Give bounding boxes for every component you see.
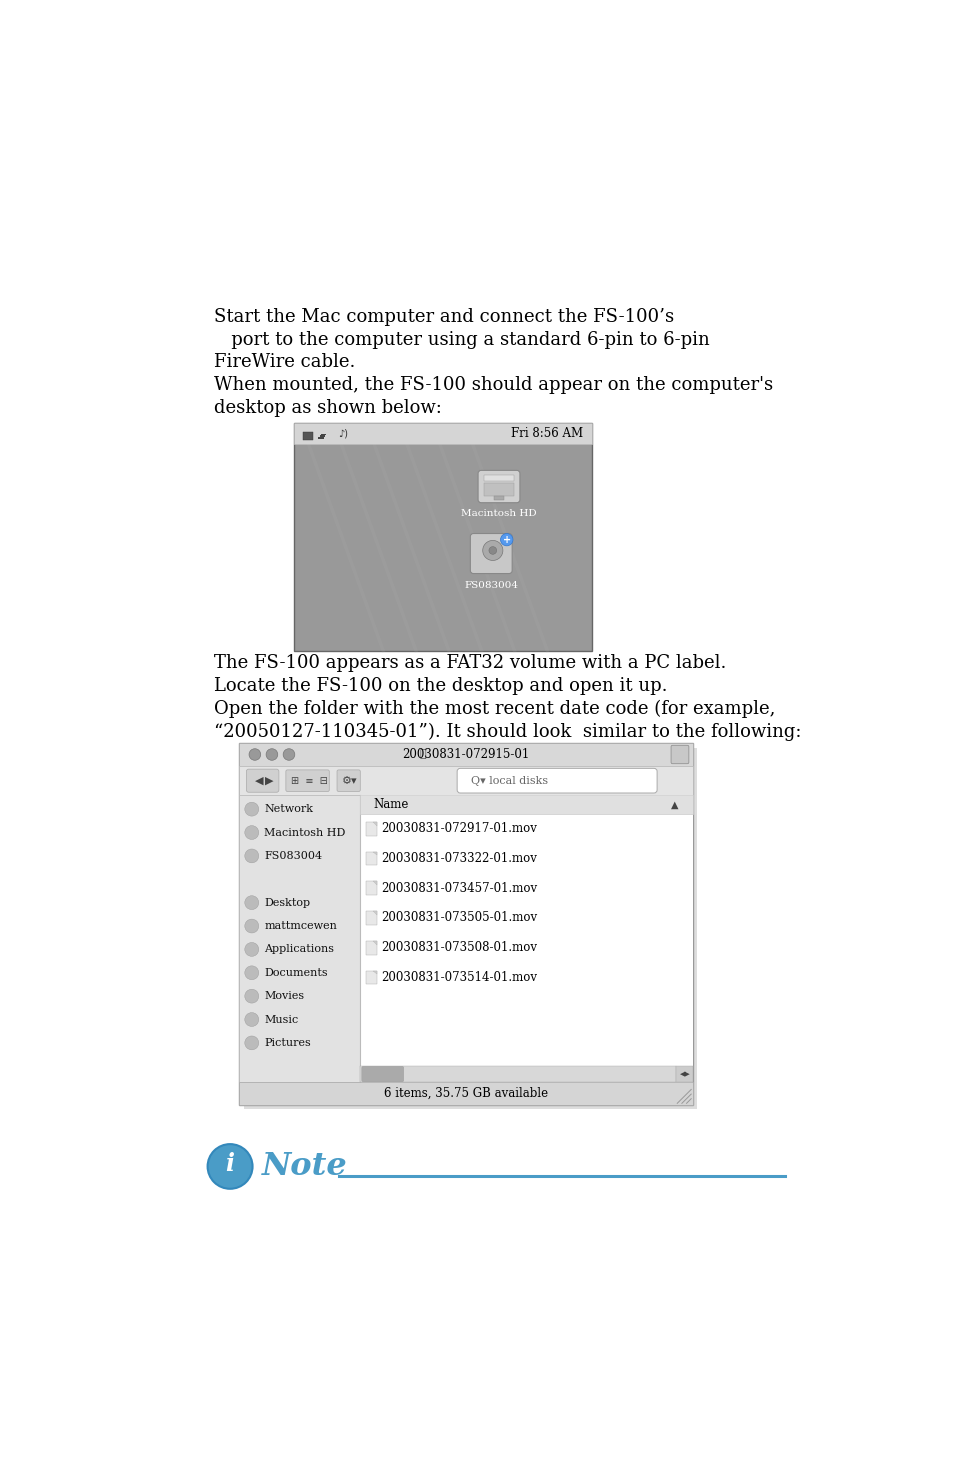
Text: FS083004: FS083004 xyxy=(264,851,322,861)
FancyBboxPatch shape xyxy=(336,770,360,792)
Circle shape xyxy=(488,547,497,555)
Circle shape xyxy=(266,749,277,760)
Circle shape xyxy=(245,990,258,1003)
Bar xyxy=(484,475,513,481)
Polygon shape xyxy=(373,971,376,975)
Text: 20030831-073505-01.mov: 20030831-073505-01.mov xyxy=(381,912,537,925)
FancyBboxPatch shape xyxy=(246,768,278,792)
Circle shape xyxy=(245,895,258,910)
Text: Desktop: Desktop xyxy=(264,898,310,907)
Circle shape xyxy=(245,919,258,934)
Text: port to the computer using a standard 6-pin to 6-pin: port to the computer using a standard 6-… xyxy=(213,330,709,348)
Circle shape xyxy=(245,1013,258,1027)
Text: 20030831-073514-01.mov: 20030831-073514-01.mov xyxy=(381,971,537,984)
Polygon shape xyxy=(373,822,376,826)
Text: 20030831-072915-01: 20030831-072915-01 xyxy=(402,748,529,761)
Text: 20030831-073508-01.mov: 20030831-073508-01.mov xyxy=(381,941,537,954)
Circle shape xyxy=(283,749,294,760)
Circle shape xyxy=(208,1145,253,1189)
Text: +: + xyxy=(502,534,510,544)
Polygon shape xyxy=(373,851,376,855)
FancyBboxPatch shape xyxy=(456,768,657,794)
Text: Open the folder with the most recent date code (for example,: Open the folder with the most recent dat… xyxy=(213,699,775,718)
Text: Applications: Applications xyxy=(264,944,334,954)
Text: FS083004: FS083004 xyxy=(464,581,517,590)
Circle shape xyxy=(245,966,258,979)
FancyBboxPatch shape xyxy=(670,745,688,764)
Text: i: i xyxy=(225,1152,234,1176)
Text: 6 items, 35.75 GB available: 6 items, 35.75 GB available xyxy=(384,1087,548,1100)
Bar xyxy=(365,881,376,895)
Polygon shape xyxy=(373,912,376,914)
Text: When mounted, the FS-100 should appear on the computer's: When mounted, the FS-100 should appear o… xyxy=(213,376,772,394)
Circle shape xyxy=(482,540,502,560)
Bar xyxy=(365,971,376,984)
Circle shape xyxy=(245,802,258,816)
FancyBboxPatch shape xyxy=(470,534,512,574)
Text: 📁: 📁 xyxy=(419,749,426,760)
Text: Music: Music xyxy=(264,1015,298,1025)
Polygon shape xyxy=(373,941,376,944)
Bar xyxy=(365,912,376,925)
Text: ⊞  ≡  ⊟: ⊞ ≡ ⊟ xyxy=(291,776,327,786)
Text: Movies: Movies xyxy=(264,991,304,1002)
Bar xyxy=(294,423,592,650)
Text: Start the Mac computer and connect the FS-100’s: Start the Mac computer and connect the F… xyxy=(213,308,673,326)
Text: 20030831-073457-01.mov: 20030831-073457-01.mov xyxy=(381,882,537,895)
FancyBboxPatch shape xyxy=(361,1066,403,1081)
Bar xyxy=(359,1066,675,1081)
Text: ◀: ◀ xyxy=(254,776,263,786)
Bar xyxy=(484,484,513,496)
Bar xyxy=(365,851,376,866)
Bar xyxy=(494,496,503,500)
Text: 20030831-072917-01.mov: 20030831-072917-01.mov xyxy=(381,822,537,835)
Bar xyxy=(239,1081,692,1105)
Text: Locate the FS-100 on the desktop and open it up.: Locate the FS-100 on the desktop and ope… xyxy=(213,677,666,695)
Bar xyxy=(239,766,692,795)
Bar xyxy=(239,743,692,766)
Bar xyxy=(239,743,692,1105)
Text: “20050127-110345-01”). It should look  similar to the following:: “20050127-110345-01”). It should look si… xyxy=(213,723,801,740)
Text: ▲: ▲ xyxy=(671,799,679,810)
Bar xyxy=(365,941,376,954)
Text: FireWire cable.: FireWire cable. xyxy=(213,354,355,372)
Text: Note: Note xyxy=(261,1150,347,1181)
Bar xyxy=(675,1066,692,1081)
Text: Fri 8:56 AM: Fri 8:56 AM xyxy=(510,428,582,441)
Text: ♪): ♪) xyxy=(338,429,348,438)
Text: ◀▶: ◀▶ xyxy=(679,1071,690,1077)
Circle shape xyxy=(245,1035,258,1050)
Text: Q▾ local disks: Q▾ local disks xyxy=(471,776,548,786)
FancyBboxPatch shape xyxy=(286,770,329,792)
Text: Macintosh HD: Macintosh HD xyxy=(264,827,345,838)
FancyBboxPatch shape xyxy=(477,471,519,503)
Circle shape xyxy=(249,749,260,760)
Text: Macintosh HD: Macintosh HD xyxy=(460,509,537,518)
Bar xyxy=(365,822,376,836)
Text: The FS-100 appears as a FAT32 volume with a PC label.: The FS-100 appears as a FAT32 volume wit… xyxy=(213,655,725,673)
Circle shape xyxy=(245,850,258,863)
Text: 20030831-073322-01.mov: 20030831-073322-01.mov xyxy=(381,853,537,864)
Bar xyxy=(359,795,692,1081)
Bar xyxy=(359,795,692,814)
Text: ⚙▾: ⚙▾ xyxy=(341,776,357,786)
Text: ▶: ▶ xyxy=(265,776,274,786)
Bar xyxy=(244,748,697,1109)
Bar xyxy=(303,432,313,440)
Text: Pictures: Pictures xyxy=(264,1038,311,1047)
Text: Documents: Documents xyxy=(264,968,328,978)
Bar xyxy=(294,423,592,444)
Text: Network: Network xyxy=(264,804,313,814)
Polygon shape xyxy=(373,881,376,885)
Circle shape xyxy=(245,826,258,839)
Text: Name: Name xyxy=(373,798,409,811)
Text: desktop as shown below:: desktop as shown below: xyxy=(213,398,441,417)
Text: mattmcewen: mattmcewen xyxy=(264,920,336,931)
Circle shape xyxy=(245,943,258,956)
Bar xyxy=(239,795,359,1081)
Circle shape xyxy=(500,534,513,546)
